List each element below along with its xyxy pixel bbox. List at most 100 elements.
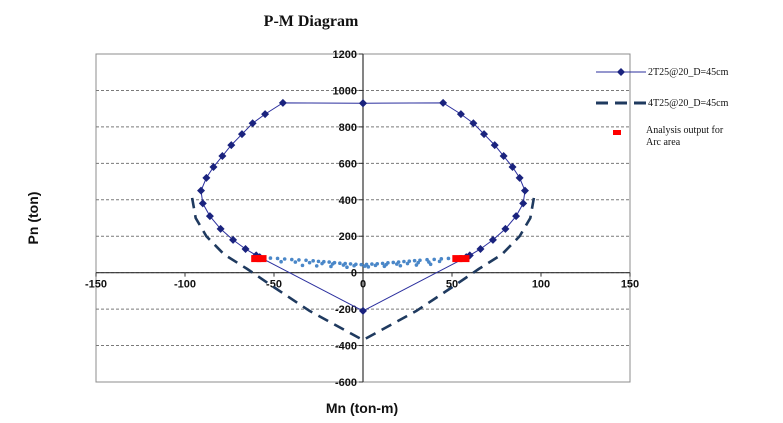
x-tick-label-0: -150 xyxy=(85,279,107,291)
series-1-point-32 xyxy=(261,110,270,119)
series-4-point-11 xyxy=(338,261,342,265)
legend-marker-series-1 xyxy=(617,68,625,76)
series-3 xyxy=(251,255,470,263)
series-4-point-53 xyxy=(414,263,419,267)
series-1-point-3 xyxy=(469,119,478,128)
chart-title: P-M Diagram xyxy=(264,13,359,30)
x-tick-label-6: 150 xyxy=(621,279,639,291)
series-4-point-38 xyxy=(362,264,367,268)
series-1-point-1 xyxy=(439,98,448,107)
legend: 2T25@20_D=45cm 4T25@20_D=45cm Analysis o… xyxy=(596,67,729,148)
series-layer xyxy=(190,98,536,342)
series-1-point-10 xyxy=(519,199,528,208)
series-4-point-1 xyxy=(275,256,280,261)
x-tick-label-1: -100 xyxy=(174,279,196,291)
series-1-point-21 xyxy=(229,235,238,244)
series-4-point-13 xyxy=(348,262,353,266)
series-1-point-20 xyxy=(241,244,250,253)
series-1-point-23 xyxy=(205,212,214,221)
series-1-point-27 xyxy=(209,162,218,171)
series-4-point-34 xyxy=(320,261,324,266)
series-1-point-25 xyxy=(197,186,206,195)
series-1-point-30 xyxy=(237,130,246,139)
series-4-point-47 xyxy=(314,264,319,268)
series-1-point-7 xyxy=(508,162,517,171)
series-4-point-35 xyxy=(330,262,335,266)
series-1-point-9 xyxy=(520,186,529,195)
series-4-point-21 xyxy=(391,260,396,265)
series-4-point-52 xyxy=(398,263,403,268)
y-tick-label-6: 600 xyxy=(339,158,357,170)
series-4-point-54 xyxy=(428,262,433,267)
series-1-point-29 xyxy=(227,141,236,150)
series-4-point-51 xyxy=(382,264,387,269)
y-tick-label-5: 400 xyxy=(339,195,357,207)
legend-marker-series-3 xyxy=(613,130,621,135)
y-tick-label-9: 1200 xyxy=(333,49,357,61)
series-4-point-28 xyxy=(432,257,437,262)
series-4-point-6 xyxy=(311,259,315,263)
series-4-point-31 xyxy=(279,259,283,264)
y-tick-label-1: -400 xyxy=(335,341,357,353)
series-1-point-13 xyxy=(488,235,497,244)
series-4-point-3 xyxy=(290,257,294,262)
series-3-point-2 xyxy=(452,255,463,263)
y-tick-labels: -600 -400 -200 0 200 400 600 800 1000 1200 xyxy=(333,49,363,389)
series-4-point-39 xyxy=(373,263,378,268)
series-4-point-15 xyxy=(359,262,364,267)
series-4-point-33 xyxy=(307,260,312,265)
series-4 xyxy=(268,256,451,270)
series-4-point-46 xyxy=(300,263,305,268)
x-tick-label-2: -50 xyxy=(266,279,282,291)
series-1-point-5 xyxy=(490,141,499,150)
y-tick-label-2: -200 xyxy=(335,304,357,316)
series-1-point-24 xyxy=(198,199,207,208)
series-4-point-4 xyxy=(297,258,301,262)
series-4-point-32 xyxy=(293,260,298,264)
series-1-point-4 xyxy=(480,130,489,139)
y-tick-label-0: -600 xyxy=(335,377,357,389)
series-4-point-25 xyxy=(412,258,417,263)
series-4-point-41 xyxy=(395,262,399,266)
series-4-point-42 xyxy=(405,261,410,266)
series-1-point-6 xyxy=(499,152,508,161)
series-4-point-23 xyxy=(402,259,406,264)
legend-label-series-3-line2: Arc area xyxy=(646,137,681,148)
series-4-point-9 xyxy=(327,260,331,264)
y-axis-label: Pn (ton) xyxy=(25,192,41,245)
series-4-point-5 xyxy=(304,258,308,263)
series-1 xyxy=(197,98,529,315)
x-tick-label-3: 0 xyxy=(360,279,366,291)
series-3-point-1 xyxy=(256,255,267,263)
x-tick-labels: -150 -100 -50 0 50 100 150 xyxy=(85,272,639,291)
series-4-point-36 xyxy=(341,263,346,267)
y-tick-label-3: 0 xyxy=(351,268,357,280)
series-4-point-2 xyxy=(282,257,287,261)
legend-label-series-1: 2T25@20_D=45cm xyxy=(648,67,729,78)
series-4-point-19 xyxy=(380,261,385,266)
series-1-point-28 xyxy=(218,152,227,161)
y-tick-label-4: 200 xyxy=(339,231,357,243)
series-3-point-0 xyxy=(251,255,262,263)
series-4-point-45 xyxy=(437,259,442,264)
series-4-point-50 xyxy=(366,265,371,269)
series-1-point-8 xyxy=(515,173,524,182)
series-1-point-22 xyxy=(216,224,225,233)
series-1-point-34 xyxy=(359,99,367,108)
y-tick-label-7: 800 xyxy=(339,122,357,134)
series-3-point-3 xyxy=(459,255,470,263)
x-tick-label-5: 100 xyxy=(532,279,550,291)
series-1-point-33 xyxy=(278,98,287,107)
x-tick-label-4: 50 xyxy=(446,279,458,291)
series-1-point-12 xyxy=(501,224,510,233)
legend-label-series-2: 4T25@20_D=45cm xyxy=(648,98,729,109)
series-1-point-11 xyxy=(512,212,521,221)
series-4-point-48 xyxy=(329,264,333,269)
series-4-point-49 xyxy=(345,265,349,270)
series-1-point-26 xyxy=(202,173,211,182)
series-4-point-17 xyxy=(370,262,374,266)
series-1-point-31 xyxy=(248,119,257,128)
y-tick-label-8: 1000 xyxy=(333,85,357,97)
series-4-point-37 xyxy=(352,263,356,268)
